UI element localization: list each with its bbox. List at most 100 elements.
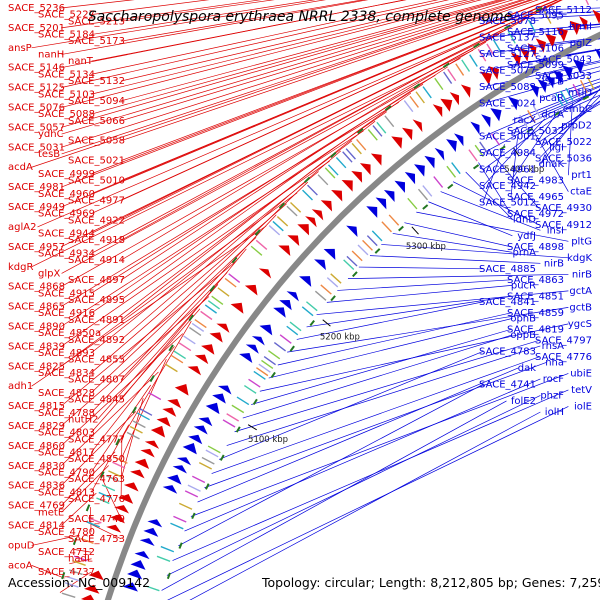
leader-line bbox=[416, 211, 569, 242]
gene-arrow bbox=[424, 155, 435, 169]
feature-strip bbox=[108, 470, 122, 478]
feature-strip bbox=[98, 491, 112, 499]
gene-label-right: oppB bbox=[510, 330, 536, 341]
feature-strip bbox=[461, 59, 471, 72]
gene-label-right: ubiE bbox=[570, 368, 592, 379]
feature-strip bbox=[372, 125, 383, 137]
feature-strip bbox=[446, 165, 457, 178]
gene-label-right: SACE_4983 bbox=[507, 176, 564, 187]
leader-line bbox=[121, 0, 469, 82]
gene-label-left: SACE_4860 bbox=[8, 441, 65, 452]
leader-line bbox=[60, 101, 399, 307]
leader-line bbox=[60, 411, 137, 486]
gene-label-right: SACE_4859 bbox=[507, 308, 564, 319]
gene-label-right: SACE_4783 bbox=[479, 346, 536, 357]
feature-strip bbox=[388, 214, 400, 226]
gene-label-right: SACE_5032 bbox=[507, 126, 564, 137]
map-title: Saccharopolyspora erythraea NRRL 2338, c… bbox=[88, 9, 513, 25]
feature-strip bbox=[422, 86, 432, 99]
leader-line bbox=[31, 225, 267, 387]
leader-line bbox=[90, 424, 130, 493]
gene-label-left: SACE_4815 bbox=[8, 401, 65, 412]
gene-label-right: kdgK bbox=[567, 253, 592, 264]
feature-strip bbox=[80, 537, 94, 544]
gene-arrow bbox=[391, 136, 403, 149]
feature-strip bbox=[492, 39, 502, 53]
gene-label-left: hutH2 bbox=[68, 414, 98, 425]
gene-label-right: ligI bbox=[549, 143, 564, 154]
green-mark bbox=[357, 128, 364, 134]
feature-strip bbox=[543, 10, 552, 24]
gene-arrow bbox=[106, 524, 122, 533]
feature-strip bbox=[447, 68, 457, 82]
leader-line bbox=[60, 192, 298, 367]
leader-line bbox=[161, 400, 507, 591]
gene-label-left: SACE_5103 bbox=[38, 89, 95, 100]
gene-label-right: dnaK bbox=[539, 159, 565, 170]
gene-arrow bbox=[553, 70, 564, 85]
leader-line bbox=[428, 201, 513, 237]
gene-label-right: ISTB bbox=[542, 77, 564, 88]
gene-label-left: adh1 bbox=[8, 381, 33, 392]
gene-arrow bbox=[217, 385, 232, 395]
leader-line bbox=[61, 0, 450, 88]
green-mark bbox=[270, 371, 276, 379]
leader-line bbox=[97, 284, 219, 420]
gene-label-left: SACE_4934 bbox=[38, 249, 95, 260]
gene-arrow bbox=[305, 216, 317, 228]
feature-strip bbox=[268, 350, 281, 360]
gene-arrow bbox=[176, 457, 192, 466]
leader-line bbox=[211, 356, 540, 474]
feature-strip bbox=[136, 412, 150, 421]
gene-label-left: acoA bbox=[8, 560, 33, 571]
gene-arrow bbox=[383, 190, 395, 202]
gene-arrow bbox=[594, 48, 600, 60]
leader-line bbox=[60, 26, 513, 248]
feature-strip bbox=[307, 184, 318, 196]
green-mark bbox=[352, 271, 358, 278]
gene-label-left: SACE_5236 bbox=[8, 3, 65, 14]
gene-arrow bbox=[205, 402, 220, 415]
gene-arrow bbox=[314, 259, 326, 271]
feature-strip bbox=[289, 321, 302, 332]
feature-strip bbox=[290, 202, 302, 213]
gene-arrow bbox=[198, 417, 213, 427]
gene-arrow bbox=[258, 268, 272, 279]
gene-arrow bbox=[488, 66, 500, 80]
gene-arrow bbox=[143, 527, 159, 537]
feature-strip bbox=[105, 474, 120, 482]
gene-arrow bbox=[394, 180, 406, 193]
green-mark bbox=[330, 295, 336, 302]
leader-line bbox=[90, 111, 388, 314]
gene-arrow bbox=[251, 336, 265, 346]
leader-line bbox=[37, 4, 553, 228]
feature-strip bbox=[585, 0, 590, 6]
leader-line bbox=[61, 0, 406, 69]
feature-strip bbox=[417, 188, 429, 201]
gene-label-left: SACE_5010 bbox=[68, 176, 125, 187]
gene-label-left: SACE_4763 bbox=[68, 474, 125, 485]
feature-strip bbox=[173, 515, 187, 523]
feature-strip bbox=[156, 555, 171, 562]
gene-arrow bbox=[147, 519, 163, 528]
gene-label-right: SACE_5106 bbox=[507, 44, 564, 55]
gene-arrow bbox=[230, 302, 244, 314]
green-mark bbox=[384, 105, 392, 111]
feature-strip bbox=[211, 295, 224, 306]
feature-strip bbox=[145, 585, 160, 592]
feature-strip bbox=[324, 167, 336, 179]
green-mark bbox=[168, 344, 174, 352]
feature-strip bbox=[527, 19, 536, 33]
gene-arrow bbox=[449, 92, 460, 106]
leader-line bbox=[184, 378, 541, 532]
leader-line bbox=[306, 296, 511, 328]
feature-strip bbox=[305, 301, 318, 312]
green-mark bbox=[442, 62, 450, 69]
gene-label-left: hadL bbox=[68, 554, 93, 565]
leader-line bbox=[190, 373, 569, 517]
leader-line bbox=[251, 329, 511, 405]
gene-arrow bbox=[130, 469, 145, 479]
gene-arrow bbox=[123, 482, 139, 492]
feature-strip bbox=[72, 560, 86, 566]
feature-strip bbox=[302, 189, 313, 201]
